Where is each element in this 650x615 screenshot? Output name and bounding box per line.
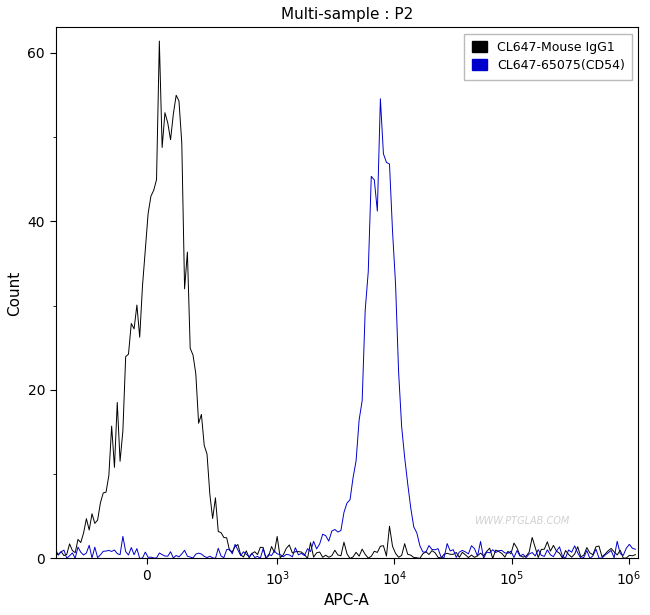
CL647-Mouse IgG1 (155, 38, 163, 45)
X-axis label: APC-A: APC-A (324, 593, 370, 608)
Y-axis label: Count: Count (7, 270, 22, 315)
Line: CL647-65075(CD54): CL647-65075(CD54) (55, 99, 636, 558)
Title: Multi-sample : P2: Multi-sample : P2 (281, 7, 413, 22)
CL647-Mouse IgG1 (483, 548, 491, 555)
CL647-65075(CD54) (480, 555, 488, 562)
Line: CL647-Mouse IgG1: CL647-Mouse IgG1 (55, 41, 636, 558)
CL647-65075(CD54) (562, 554, 569, 561)
CL647-Mouse IgG1 (125, 351, 133, 358)
CL647-Mouse IgG1 (91, 520, 99, 527)
CL647-65075(CD54) (486, 549, 493, 557)
CL647-65075(CD54) (51, 552, 59, 559)
CL647-65075(CD54) (595, 554, 603, 561)
CL647-65075(CD54) (413, 529, 421, 536)
CL647-65075(CD54) (632, 546, 640, 553)
CL647-65075(CD54) (376, 95, 384, 103)
Text: WWW.PTGLAB.COM: WWW.PTGLAB.COM (474, 517, 569, 526)
CL647-Mouse IgG1 (489, 555, 497, 562)
CL647-65075(CD54) (125, 551, 133, 558)
CL647-Mouse IgG1 (51, 546, 59, 554)
CL647-65075(CD54) (91, 544, 99, 551)
CL647-Mouse IgG1 (595, 542, 603, 550)
CL647-Mouse IgG1 (632, 551, 640, 558)
CL647-Mouse IgG1 (562, 547, 569, 554)
Legend: CL647-Mouse IgG1, CL647-65075(CD54): CL647-Mouse IgG1, CL647-65075(CD54) (464, 34, 632, 79)
CL647-Mouse IgG1 (413, 554, 421, 561)
